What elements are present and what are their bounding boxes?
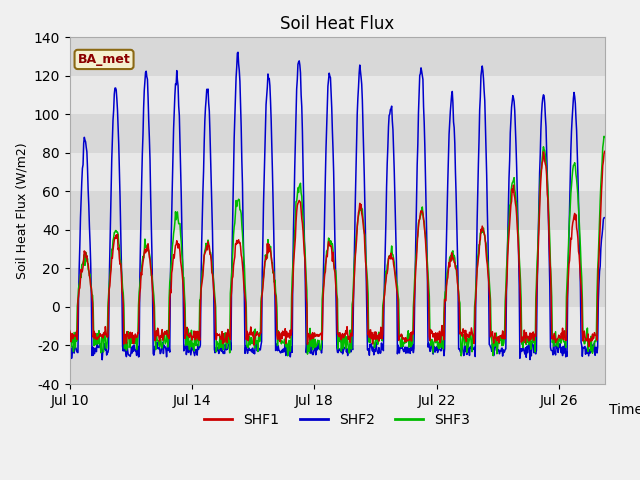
Line: SHF1: SHF1 bbox=[70, 151, 605, 347]
Text: BA_met: BA_met bbox=[77, 53, 131, 66]
SHF3 bbox=[601, 134, 609, 140]
SHF3 bbox=[367, 334, 375, 339]
Legend: SHF1, SHF2, SHF3: SHF1, SHF2, SHF3 bbox=[198, 408, 476, 432]
Title: Soil Heat Flux: Soil Heat Flux bbox=[280, 15, 394, 33]
SHF2 bbox=[365, 352, 373, 358]
SHF1 bbox=[333, 296, 340, 302]
SHF2 bbox=[428, 343, 435, 348]
SHF3 bbox=[427, 342, 435, 348]
SHF2 bbox=[66, 343, 74, 349]
SHF3 bbox=[284, 353, 292, 359]
Y-axis label: Soil Heat Flux (W/m2): Soil Heat Flux (W/m2) bbox=[15, 143, 28, 279]
SHF1 bbox=[585, 344, 593, 349]
SHF3 bbox=[365, 339, 372, 345]
SHF3 bbox=[66, 346, 74, 352]
SHF1 bbox=[426, 337, 434, 343]
Bar bbox=[70, 76, 605, 114]
SHF2 bbox=[296, 62, 304, 68]
SHF1 bbox=[66, 328, 74, 334]
SHF1 bbox=[202, 249, 209, 255]
Line: SHF3: SHF3 bbox=[70, 136, 605, 356]
Bar bbox=[70, 230, 605, 268]
SHF1 bbox=[367, 327, 374, 333]
SHF2 bbox=[601, 215, 609, 220]
Bar bbox=[70, 37, 605, 76]
Bar bbox=[70, 268, 605, 307]
Bar bbox=[70, 153, 605, 192]
SHF3 bbox=[296, 183, 303, 189]
SHF2 bbox=[334, 350, 342, 356]
SHF2 bbox=[234, 49, 242, 55]
Bar bbox=[70, 307, 605, 346]
SHF1 bbox=[601, 148, 609, 154]
SHF1 bbox=[295, 199, 303, 205]
SHF2 bbox=[99, 357, 106, 362]
X-axis label: Time: Time bbox=[609, 403, 640, 417]
Bar bbox=[70, 346, 605, 384]
Line: SHF2: SHF2 bbox=[70, 52, 605, 360]
SHF3 bbox=[202, 245, 209, 251]
SHF1 bbox=[364, 332, 372, 337]
SHF2 bbox=[368, 346, 376, 352]
SHF3 bbox=[600, 133, 608, 139]
Bar bbox=[70, 192, 605, 230]
Bar bbox=[70, 114, 605, 153]
SHF2 bbox=[202, 96, 210, 102]
SHF3 bbox=[333, 296, 341, 302]
